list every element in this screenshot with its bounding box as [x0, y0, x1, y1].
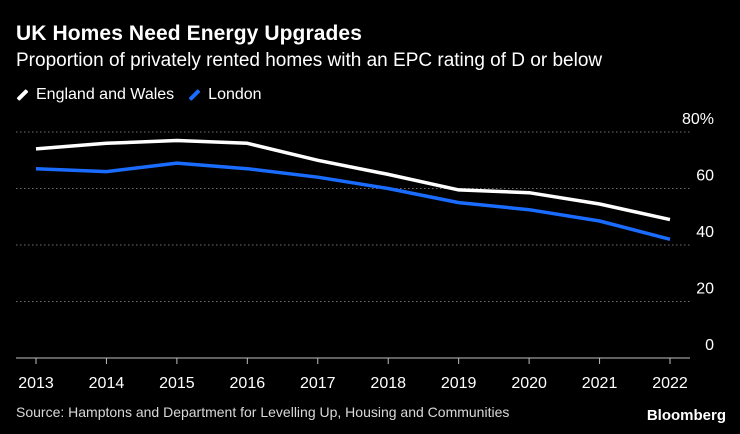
x-tick-label-2017: 2017	[300, 375, 336, 392]
series-line-london	[35, 161, 671, 241]
x-tick-label-2019: 2019	[441, 375, 477, 392]
y-tick-label-40: 40	[696, 224, 714, 241]
y-tick-label-60: 60	[696, 168, 714, 185]
x-tick-label-2013: 2013	[18, 375, 54, 392]
x-tick-label-2015: 2015	[159, 375, 195, 392]
y-tick-label-20: 20	[696, 281, 714, 298]
series-line-england-and-wales	[35, 138, 671, 222]
bloomberg-logo: Bloomberg	[646, 407, 726, 424]
x-tick-label-2016: 2016	[230, 375, 266, 392]
chart-subtitle: Proportion of privately rented homes wit…	[16, 50, 603, 71]
legend-item-england-wales: England and Wales	[16, 86, 174, 104]
legend: England and Wales London	[16, 86, 276, 104]
x-tick-label-2022: 2022	[652, 375, 688, 392]
x-tick-label-2018: 2018	[370, 375, 406, 392]
y-tick-label-80: 80%	[682, 111, 714, 128]
y-tick-label-0: 0	[705, 337, 714, 354]
x-tick-label-2014: 2014	[89, 375, 125, 392]
legend-item-london: London	[188, 86, 262, 104]
x-tick-label-2021: 2021	[582, 375, 618, 392]
source-note: Source: Hamptons and Department for Leve…	[16, 404, 510, 420]
legend-label-england-wales: England and Wales	[36, 86, 175, 103]
chart-title: UK Homes Need Energy Upgrades	[16, 22, 362, 45]
x-tick-label-2020: 2020	[511, 375, 547, 392]
legend-label-london: London	[208, 86, 262, 103]
